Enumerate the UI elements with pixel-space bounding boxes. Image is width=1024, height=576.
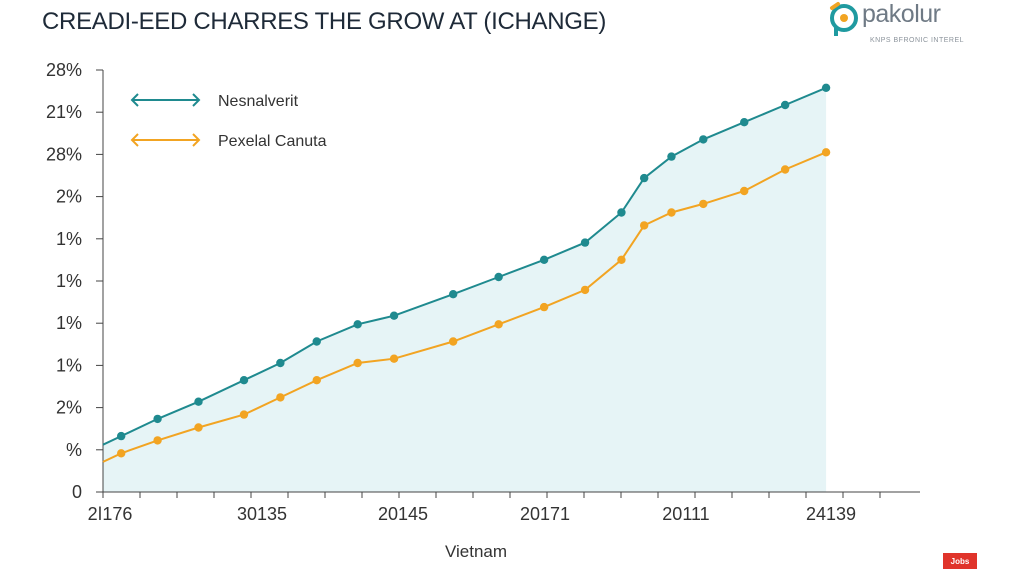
y-tick-label: 1% [56, 229, 82, 249]
data-point [617, 255, 626, 264]
y-tick-label: 28% [46, 60, 82, 80]
data-point [116, 431, 126, 441]
y-tick-label: 0 [72, 482, 82, 502]
data-point [448, 290, 458, 299]
data-point [699, 199, 708, 209]
x-tick-label: 2ǀ176 [88, 504, 133, 524]
y-tick-label: 1% [56, 313, 82, 333]
chart-title: CREADI-EED CHARRES THE GROW AT (ІCHANGE) [42, 8, 607, 35]
data-point [617, 208, 626, 217]
x-tick-label: 20145 [378, 504, 428, 524]
legend-arrow-left-icon [130, 133, 139, 147]
y-tick-label: 1% [56, 355, 82, 375]
data-point [194, 423, 203, 432]
data-point [389, 354, 399, 363]
data-point [821, 83, 831, 93]
data-point [239, 376, 249, 385]
legend-label: Nesnalverit [218, 93, 299, 110]
data-point [580, 285, 590, 295]
data-point [194, 397, 203, 406]
legend-label: Pexelal Canuta [218, 133, 327, 150]
data-point [699, 135, 708, 144]
data-point [312, 376, 321, 385]
data-point [389, 311, 399, 320]
y-tick-label: 1% [56, 271, 82, 291]
data-point [780, 165, 790, 174]
data-point [539, 302, 549, 312]
data-point [448, 337, 458, 346]
data-point [740, 186, 749, 196]
data-point [153, 436, 162, 445]
data-point [667, 208, 676, 217]
legend-arrow-right-icon [192, 93, 201, 107]
data-point [312, 337, 321, 346]
data-point [780, 100, 790, 110]
x-tick-label: 24139 [806, 504, 856, 524]
legend-arrow-right-icon [192, 133, 201, 147]
brand-badge: Jobs [943, 553, 977, 569]
data-point [239, 410, 249, 419]
x-tick-label: 30135 [237, 504, 287, 524]
data-point [740, 118, 749, 127]
data-point [153, 414, 162, 424]
logo-name: pakolur [862, 0, 941, 28]
data-point [821, 148, 831, 157]
data-point [667, 152, 676, 161]
legend-arrow-left-icon [130, 93, 139, 107]
series-line [102, 151, 827, 463]
x-tick-label: 20171 [520, 504, 570, 524]
data-point [353, 358, 362, 368]
y-tick-label: 28% [46, 144, 82, 164]
logo-tagline: KNPS BFRONIC INTEREL [870, 37, 965, 44]
y-tick-label: 2% [56, 398, 82, 418]
brand-logo: pakolur KNPS BFRONIC INTEREL [826, 0, 1016, 50]
logo-mark-icon [830, 2, 858, 36]
data-point [494, 272, 503, 282]
data-point [276, 358, 285, 368]
data-point [353, 320, 362, 329]
data-point [580, 238, 590, 247]
data-point [276, 393, 285, 402]
data-point [639, 221, 649, 230]
x-tick-label: 20111 [662, 504, 709, 524]
data-point [116, 449, 126, 458]
y-tick-label: 2% [56, 187, 82, 207]
x-axis-label: Vietnam [445, 542, 507, 561]
y-tick-label: % [66, 440, 82, 460]
series-line [102, 86, 827, 446]
data-point [539, 255, 549, 264]
data-point [494, 320, 503, 329]
data-point [639, 173, 649, 183]
y-tick-label: 21% [46, 102, 82, 122]
